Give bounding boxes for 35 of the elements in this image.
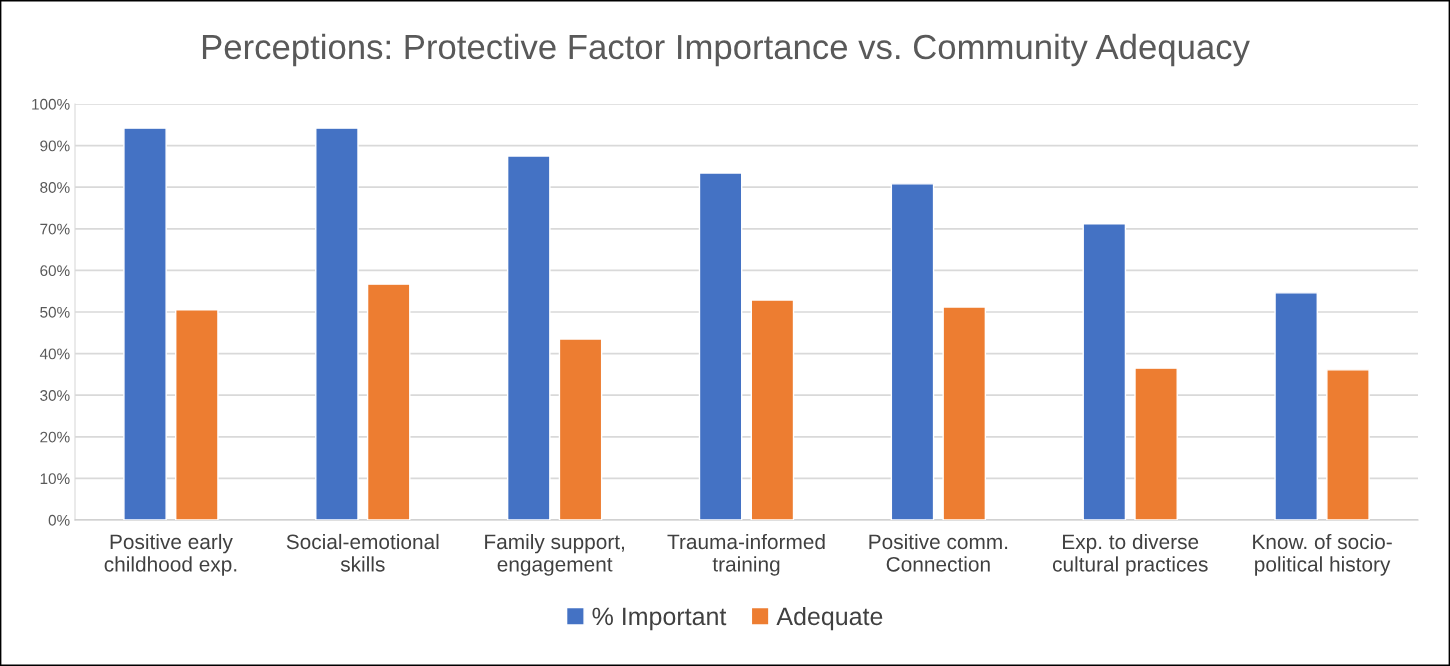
y-tick-label: 30%: [40, 390, 70, 401]
bar: [506, 155, 551, 520]
bar: [175, 309, 219, 520]
bar: [750, 299, 795, 520]
chart-title: Perceptions: Protective Factor Importance vs. Community Adequacy: [202, 33, 1250, 67]
bar: [1134, 367, 1178, 520]
y-tick-label: 60%: [40, 265, 70, 277]
legend-label: Adequate: [776, 606, 883, 631]
x-tick-label: Positive comm. Connection: [869, 533, 1008, 572]
x-tick-label: Social-emotional skills: [286, 533, 439, 572]
x-tick-label: Trauma-informed training: [667, 533, 825, 576]
bar: [315, 127, 359, 520]
bar: [890, 183, 935, 520]
bar: [1274, 292, 1318, 520]
y-tick-label: 70%: [40, 223, 70, 235]
x-tick-label: Exp. to diverse cultural practices: [1052, 533, 1208, 576]
bar: [942, 306, 987, 520]
x-tick-label: Positive early childhood exp.: [104, 533, 237, 576]
bar: [366, 283, 411, 520]
bar: [1326, 369, 1370, 520]
bar: [698, 172, 743, 520]
bar: [1082, 223, 1127, 520]
y-tick-label: 80%: [40, 182, 70, 193]
y-tick-label: 0%: [48, 514, 70, 526]
y-tick-label: 40%: [39, 348, 70, 360]
x-tick-label: Family support, engagement: [485, 533, 624, 576]
bar: [558, 338, 603, 520]
x-tick-label: Know. of socio- political history: [1253, 533, 1392, 576]
y-tick-label: 100%: [32, 98, 70, 110]
y-tick-label: 10%: [40, 473, 70, 485]
y-tick-label: 90%: [40, 140, 70, 152]
bar: [123, 127, 167, 520]
y-tick-label: 20%: [40, 431, 70, 443]
y-tick-label: 50%: [40, 306, 70, 318]
legend-label: % Important: [592, 607, 727, 631]
